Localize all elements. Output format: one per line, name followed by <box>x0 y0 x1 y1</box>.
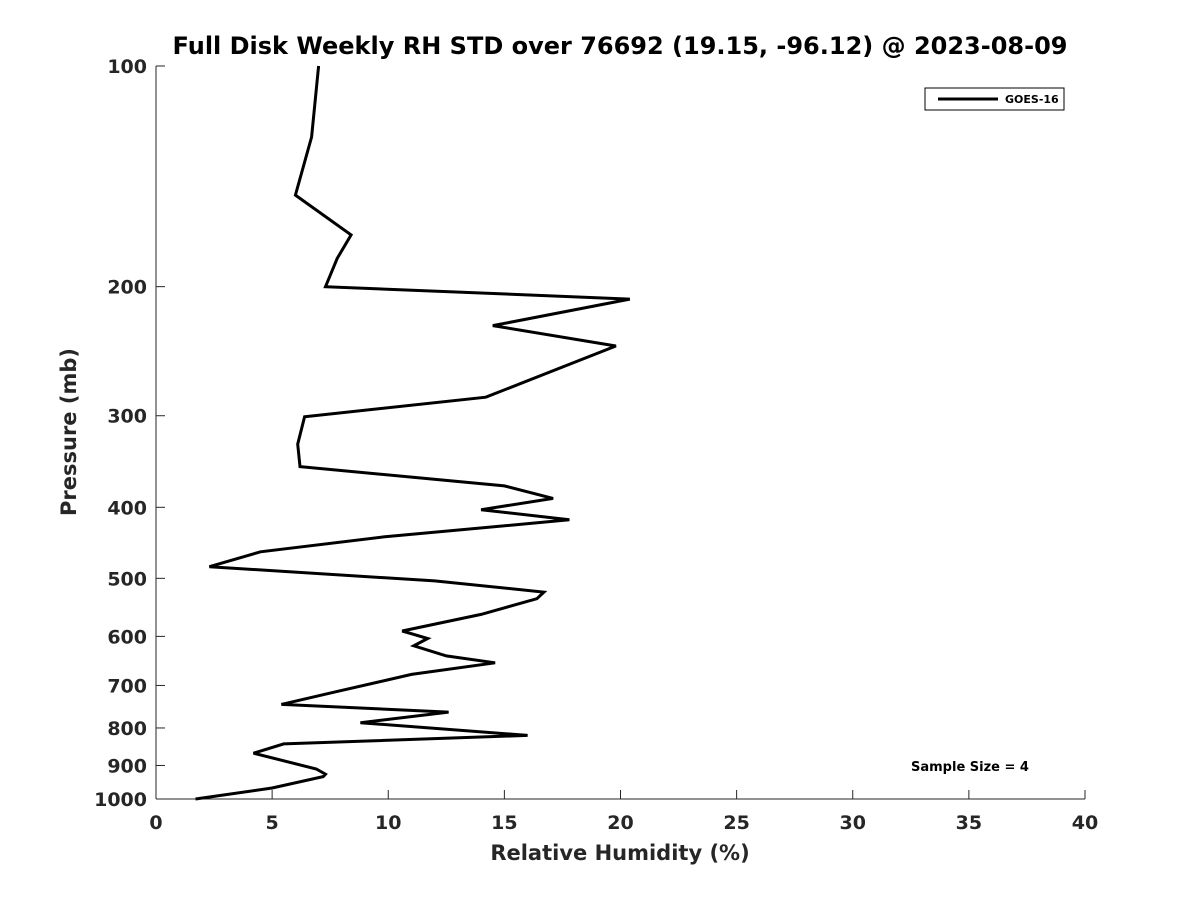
chart-title: Full Disk Weekly RH STD over 76692 (19.1… <box>173 32 1068 60</box>
y-tick-label: 300 <box>107 406 147 428</box>
series-line-goes-16 <box>195 65 631 801</box>
x-tick-label: 0 <box>149 812 162 834</box>
x-tick-label: 30 <box>840 812 866 834</box>
y-tick-label: 500 <box>107 568 147 590</box>
x-tick-label: 25 <box>723 812 749 834</box>
x-tick-label: 5 <box>266 812 279 834</box>
y-tick-label: 400 <box>107 497 147 519</box>
x-axis-label: Relative Humidity (%) <box>490 841 749 865</box>
y-tick-label: 700 <box>107 675 147 697</box>
legend-label-goes-16: GOES-16 <box>1005 93 1059 106</box>
sample-size-annotation: Sample Size = 4 <box>911 760 1029 775</box>
x-tick-label: 20 <box>607 812 633 834</box>
x-tick-label: 40 <box>1072 812 1098 834</box>
x-tick-label: 10 <box>375 812 401 834</box>
y-tick-label: 600 <box>107 626 147 648</box>
x-tick-label: 15 <box>491 812 517 834</box>
y-tick-label: 900 <box>107 755 147 777</box>
y-tick-label: 1000 <box>94 789 147 811</box>
y-tick-label: 800 <box>107 718 147 740</box>
legend: GOES-16 <box>924 87 1065 111</box>
y-tick-label: 200 <box>107 277 147 299</box>
y-axis-label: Pressure (mb) <box>57 348 81 516</box>
plot-area: 0 5 10 15 20 25 30 35 40 100 200 300 400 500 600 700 800… <box>94 56 1098 834</box>
y-tick-label: 100 <box>107 56 147 78</box>
x-tick-label: 35 <box>956 812 982 834</box>
